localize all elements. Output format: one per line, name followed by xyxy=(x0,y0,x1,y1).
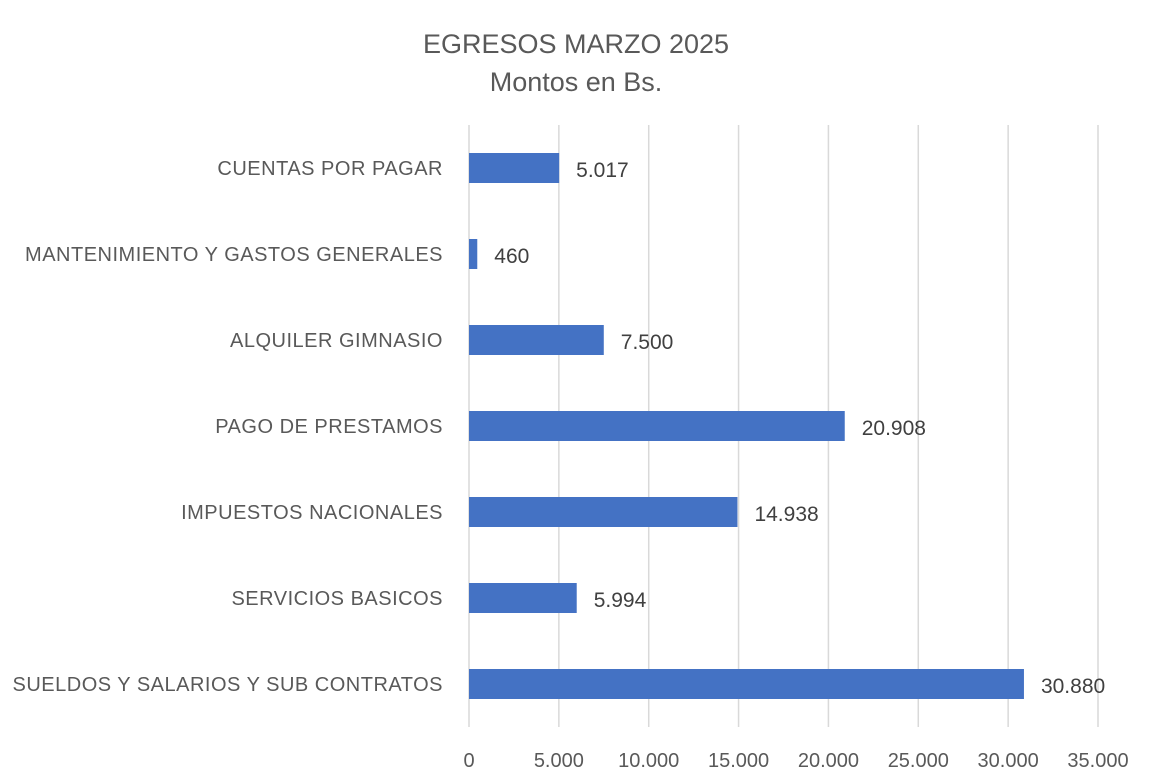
data-label: 20.908 xyxy=(862,417,926,440)
category-label: ALQUILER GIMNASIO xyxy=(230,330,443,352)
bar xyxy=(469,239,478,269)
data-label: 5.017 xyxy=(576,159,629,182)
bars xyxy=(469,153,1024,699)
bar xyxy=(469,497,738,527)
data-label: 460 xyxy=(494,245,529,268)
x-tick-label: 25.000 xyxy=(888,750,949,772)
bar xyxy=(469,669,1024,699)
category-label: SUELDOS Y SALARIOS Y SUB CONTRATOS xyxy=(13,674,443,696)
x-tick-label: 5.000 xyxy=(534,750,584,772)
bar xyxy=(469,583,577,613)
data-label: 30.880 xyxy=(1041,675,1105,698)
category-label: MANTENIMIENTO Y GASTOS GENERALES xyxy=(25,244,443,266)
x-axis-tick-labels: 0 5.000 10.000 15.000 20.000 25.000 30.000 35.0… xyxy=(463,750,1128,772)
bar xyxy=(469,153,560,183)
category-label: IMPUESTOS NACIONALES xyxy=(181,502,443,524)
x-tick-label: 30.000 xyxy=(978,750,1039,772)
category-label: SERVICIOS BASICOS xyxy=(231,588,443,610)
bar xyxy=(469,411,845,441)
x-tick-label: 35.000 xyxy=(1067,750,1128,772)
x-tick-label: 0 xyxy=(463,750,474,772)
data-labels: 5.017 460 7.500 20.908 14.938 5.994 30.880 xyxy=(494,159,1105,698)
category-labels: CUENTAS POR PAGAR MANTENIMIENTO Y GASTOS … xyxy=(13,158,443,696)
data-label: 5.994 xyxy=(594,589,647,612)
x-tick-label: 20.000 xyxy=(798,750,859,772)
data-label: 7.500 xyxy=(621,331,674,354)
category-label: CUENTAS POR PAGAR xyxy=(217,158,443,180)
x-tick-label: 15.000 xyxy=(708,750,769,772)
data-label: 14.938 xyxy=(754,503,818,526)
bar xyxy=(469,325,604,355)
chart-title: EGRESOS MARZO 2025 xyxy=(423,29,729,59)
chart-subtitle: Montos en Bs. xyxy=(490,67,663,97)
category-label: PAGO DE PRESTAMOS xyxy=(215,416,443,438)
x-tick-label: 10.000 xyxy=(618,750,679,772)
